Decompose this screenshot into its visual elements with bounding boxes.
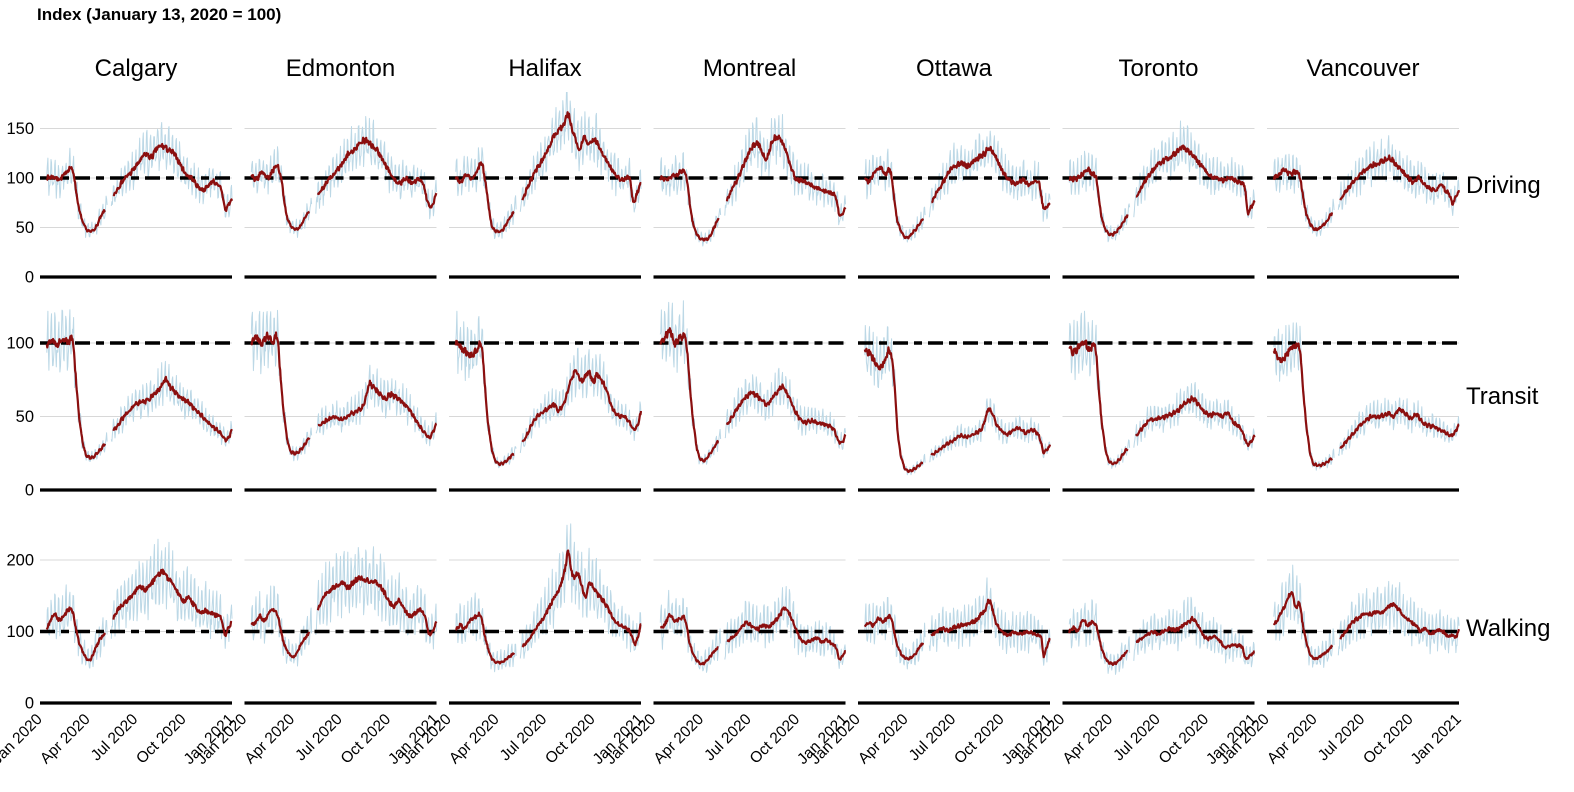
smoothed-series-line <box>659 134 847 242</box>
daily-series-line <box>250 546 437 667</box>
x-tick-label: Oct 2020 <box>542 711 599 768</box>
column-header-calgary: Calgary <box>95 55 178 82</box>
panel-toronto-transit <box>1062 310 1256 492</box>
row-label-driving: Driving <box>1466 172 1541 199</box>
smoothed-series-line <box>454 339 642 467</box>
x-tick-label: Oct 2020 <box>951 711 1008 768</box>
smoothed-series-line <box>863 145 1051 240</box>
panel-toronto-walking <box>1062 559 1256 705</box>
x-tick-label: Apr 2020 <box>242 711 299 768</box>
y-tick-label-transit-50: 50 <box>16 408 34 426</box>
x-tick-label: Oct 2020 <box>133 711 190 768</box>
panel-montreal-walking <box>653 559 847 705</box>
y-tick-label-transit-100: 100 <box>6 335 34 353</box>
smoothed-series-line <box>45 142 233 233</box>
panel-montreal-transit <box>653 300 847 492</box>
row-label-transit: Transit <box>1466 383 1539 410</box>
x-tick-label: Oct 2020 <box>338 711 395 768</box>
x-tick-label: Jan 2020 <box>0 711 46 768</box>
x-tick-label: Apr 2020 <box>446 711 503 768</box>
y-tick-label-driving-150: 150 <box>6 120 34 138</box>
y-tick-label-driving-100: 100 <box>6 170 34 188</box>
panel-ottawa-transit <box>858 325 1051 492</box>
smoothed-series-line <box>250 136 438 231</box>
row-label-walking: Walking <box>1466 615 1550 642</box>
daily-series-line <box>659 300 846 465</box>
smoothed-series-line <box>45 568 233 662</box>
daily-series-line <box>1068 310 1255 469</box>
smoothed-series-line <box>659 606 847 666</box>
y-tick-label-walking-0: 0 <box>25 695 34 713</box>
daily-series-line <box>1273 322 1460 471</box>
panel-vancouver-transit <box>1267 322 1460 492</box>
y-tick-label-transit-0: 0 <box>25 482 34 500</box>
panel-halifax-transit <box>449 310 642 492</box>
smoothed-series-line <box>1068 339 1256 466</box>
panel-edmonton-transit <box>244 309 438 492</box>
x-tick-label: Oct 2020 <box>1360 711 1417 768</box>
x-tick-label: Apr 2020 <box>855 711 912 768</box>
column-header-edmonton: Edmonton <box>286 55 395 82</box>
panel-vancouver-walking <box>1267 559 1460 705</box>
daily-series-line <box>864 130 1051 243</box>
y-tick-label-walking-100: 100 <box>6 623 34 641</box>
smoothed-series-line <box>45 334 233 460</box>
daily-series-line <box>46 309 233 462</box>
smoothed-series-line <box>250 331 438 456</box>
panel-halifax-driving <box>449 92 642 279</box>
column-header-vancouver: Vancouver <box>1307 55 1420 82</box>
panel-halifax-walking <box>449 523 642 705</box>
panel-edmonton-walking <box>244 546 438 705</box>
daily-series-line <box>864 577 1051 670</box>
y-tick-label-driving-50: 50 <box>16 219 34 237</box>
daily-series-line <box>455 310 642 469</box>
y-tick-label-driving-0: 0 <box>25 269 34 287</box>
smoothed-series-line <box>1272 342 1460 468</box>
x-tick-label: Apr 2020 <box>1060 711 1117 768</box>
smoothed-series-line <box>863 598 1051 661</box>
daily-series-line <box>46 538 233 669</box>
x-tick-label: Apr 2020 <box>37 711 94 768</box>
smoothed-series-line <box>1272 154 1460 232</box>
smoothed-series-line <box>455 549 642 665</box>
column-header-halifax: Halifax <box>508 55 581 82</box>
daily-series-line <box>455 523 642 673</box>
panel-vancouver-driving <box>1267 128 1460 279</box>
column-header-montreal: Montreal <box>703 55 796 82</box>
smoothed-series-line <box>863 346 1051 473</box>
panel-calgary-driving <box>40 122 233 279</box>
smoothed-series-line <box>1068 144 1256 237</box>
smoothed-series-line <box>1068 615 1256 666</box>
panel-edmonton-driving <box>244 116 438 279</box>
x-tick-label: Oct 2020 <box>1156 711 1213 768</box>
column-header-toronto: Toronto <box>1118 55 1198 82</box>
daily-series-line <box>1068 596 1255 675</box>
y-tick-label-walking-200: 200 <box>6 552 34 570</box>
panel-calgary-walking <box>40 538 233 705</box>
x-tick-label: Apr 2020 <box>651 711 708 768</box>
daily-series-line <box>455 92 642 240</box>
figure-title: Index (January 13, 2020 = 100) <box>37 5 282 24</box>
daily-series-line <box>864 325 1051 476</box>
daily-series-line <box>250 309 437 462</box>
x-tick-label: Oct 2020 <box>747 711 804 768</box>
daily-series-line <box>1273 564 1460 668</box>
x-tick-label: Apr 2020 <box>1264 711 1321 768</box>
smoothed-series-line <box>659 327 847 463</box>
smoothed-series-line <box>250 575 438 659</box>
daily-series-line <box>659 114 846 247</box>
panel-ottawa-walking <box>858 559 1051 705</box>
column-header-ottawa: Ottawa <box>916 55 993 82</box>
panel-montreal-driving <box>653 114 847 279</box>
panel-calgary-transit <box>40 309 233 492</box>
panel-ottawa-driving <box>858 128 1051 279</box>
panel-toronto-driving <box>1062 120 1256 279</box>
x-tick-label: Jan 2021 <box>1408 711 1465 768</box>
smoothed-series-line <box>1272 591 1460 661</box>
smoothed-series-line <box>454 111 642 234</box>
